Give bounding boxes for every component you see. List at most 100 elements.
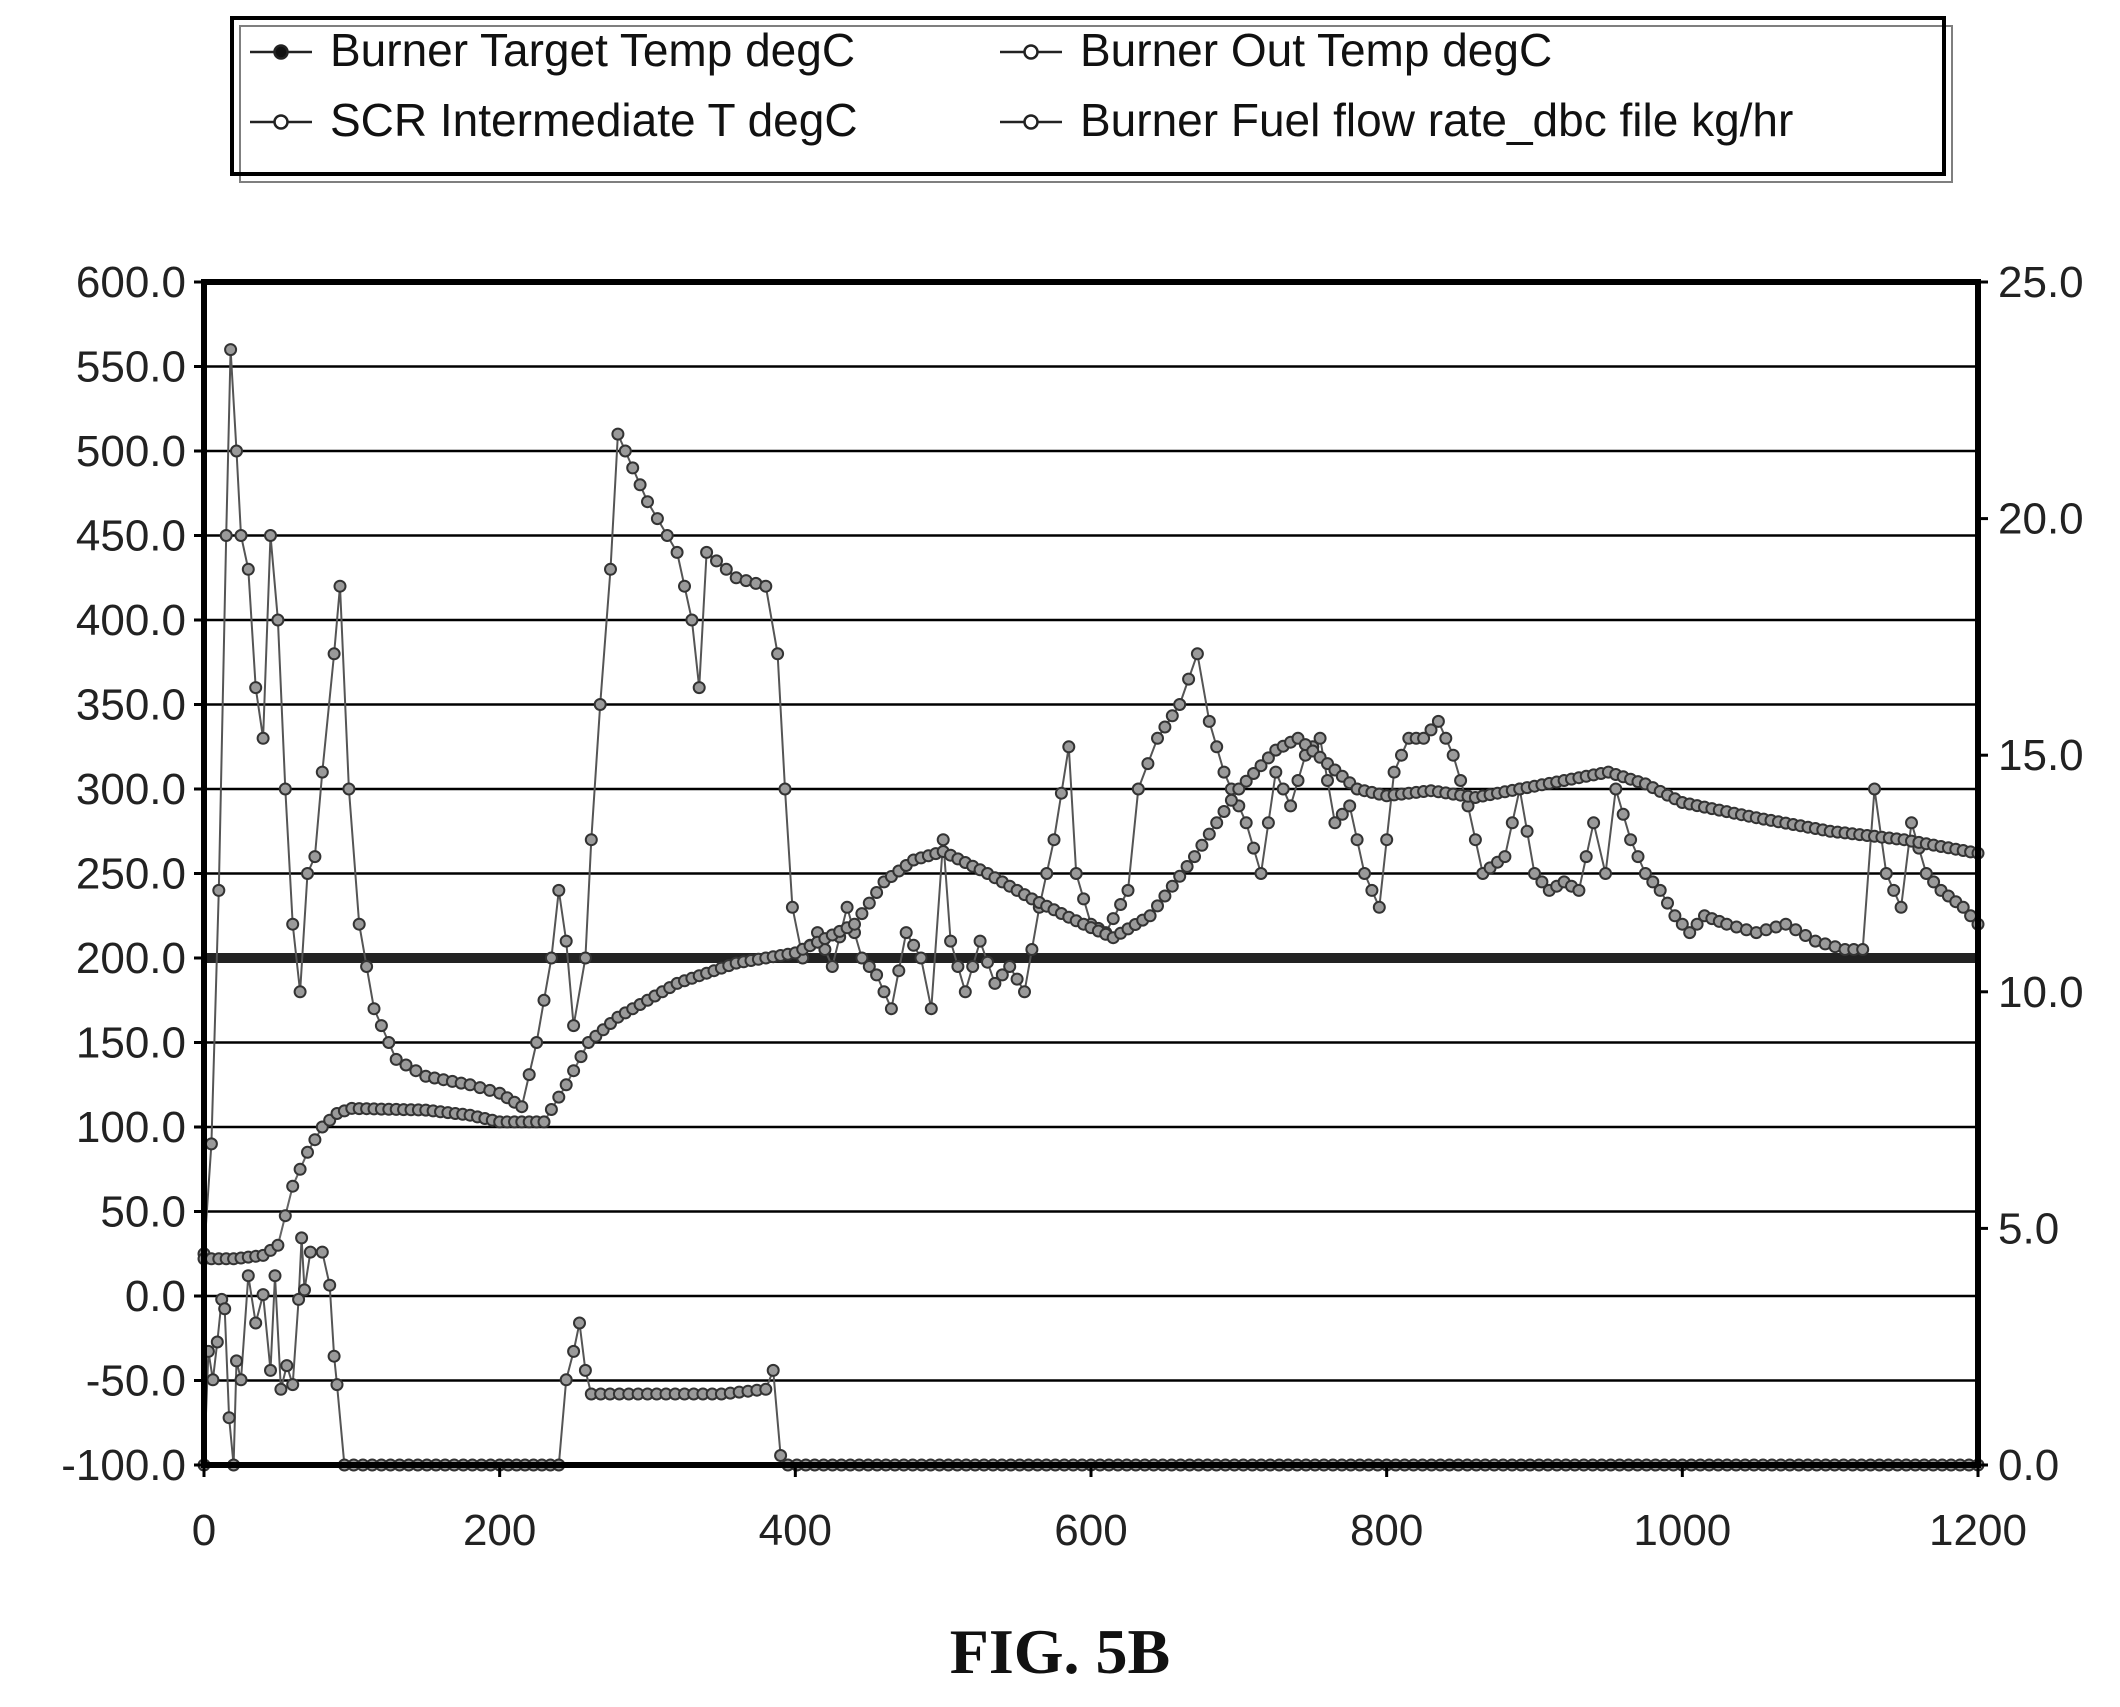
data-point [204,1137,218,1151]
data-point [1047,833,1061,847]
data-point [1690,917,1704,931]
data-point [1180,860,1194,873]
data-point [914,951,928,965]
legend-item-3: SCR Intermediate T degC [250,94,858,146]
x-tick-label: 0 [192,1506,216,1555]
data-point [1195,838,1209,852]
x-tick-label: 400 [759,1506,832,1555]
data-point [360,960,374,973]
data-point [1261,751,1275,765]
data-point [389,1052,403,1066]
data-point [1528,867,1541,880]
data-point [1106,912,1120,926]
data-point [537,1115,551,1129]
data-point [1675,917,1689,931]
data-point [1202,714,1216,728]
data-point [1321,774,1334,787]
data-point [710,554,723,568]
legend-box [230,16,1946,176]
data-point [1151,731,1164,745]
data-point [230,1354,243,1368]
data-point [604,562,617,576]
legend-label: Burner Target Temp degC [330,24,855,76]
data-point [1313,731,1327,745]
legend-shadow [239,25,1953,183]
data-point [256,1288,270,1302]
y-tick-label: 100.0 [76,1103,186,1152]
data-point [593,698,607,711]
data-point [862,896,876,910]
data-point [1380,833,1394,847]
data-point [210,1335,224,1349]
legend-marker [273,114,289,130]
data-point [1217,805,1231,818]
data-point [1350,833,1364,847]
data-point [870,886,884,899]
data-point [303,1245,317,1259]
y-tick-label: 0.0 [125,1272,186,1321]
data-point [1616,807,1630,821]
data-point [293,985,307,999]
data-point [1025,943,1039,956]
y2-tick-label: 5.0 [1998,1204,2059,1253]
data-point [1077,892,1091,906]
data-point [877,985,891,999]
data-point [650,512,664,526]
data-point [367,1002,381,1016]
data-point [264,1363,277,1377]
data-point [759,1382,773,1396]
data-point [1683,926,1697,940]
data-point [884,1002,898,1016]
series-layer [197,343,1985,1472]
data-point [1143,909,1157,923]
data-point [1343,799,1357,813]
y-tick-label: 150.0 [76,1019,186,1068]
data-point [330,1378,344,1392]
series-2 [197,343,1985,1261]
data-point [218,1302,232,1316]
data-point [327,1349,341,1363]
data-point [1468,833,1482,847]
data-point [1151,899,1164,913]
data-point [924,1002,938,1016]
data-point [1653,883,1667,897]
y2-tick-label: 15.0 [1998,731,2084,780]
data-point [241,562,255,576]
data-point [1261,816,1275,830]
data-point [286,917,300,931]
data-point [323,1278,337,1292]
data-point [1335,807,1349,821]
data-point [611,427,625,441]
data-point [578,1363,592,1377]
data-point [230,444,243,458]
data-point [222,1411,236,1425]
data-point [1202,827,1216,841]
data-point [855,951,869,965]
data-point [766,1363,780,1377]
data-point [256,731,270,745]
data-point [274,1382,288,1396]
x-tick-label: 200 [463,1506,536,1555]
data-point [315,1245,329,1259]
legend-label: Burner Out Temp degC [1080,24,1552,76]
data-point [522,1068,536,1082]
data-point [1454,774,1468,787]
data-point [848,917,861,931]
legend-label: Burner Fuel flow rate_dbc file kg/hr [1080,94,1793,146]
data-point [544,1103,558,1116]
data-point [1431,714,1445,728]
y-tick-label: 350.0 [76,681,186,730]
data-point [1232,782,1246,796]
data-point [855,907,869,921]
legend-item-2: Burner Out Temp degC [1000,24,1552,76]
data-point [559,934,573,948]
data-point [1446,748,1460,762]
plot-frame [201,279,1981,1468]
data-point [1247,767,1261,780]
data-point [966,960,980,973]
data-point [219,529,233,542]
data-point [552,1090,566,1104]
data-point [670,545,684,559]
data-point [626,461,640,475]
data-point [382,1036,396,1049]
